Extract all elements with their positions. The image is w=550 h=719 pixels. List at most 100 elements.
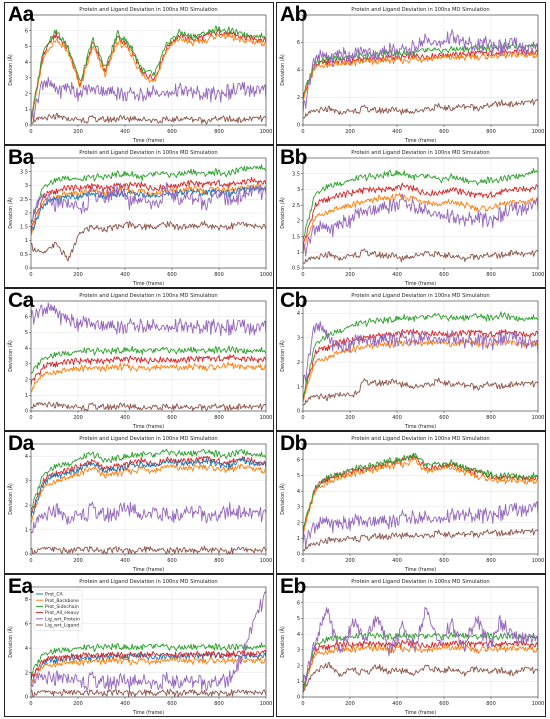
x-tick-label: 600 [439, 558, 449, 564]
series-line-4 [303, 377, 538, 406]
axes-frame [30, 300, 267, 412]
series-line-prot-ca [31, 651, 266, 682]
series-line-2 [303, 631, 538, 690]
y-tick-label: 0 [25, 266, 28, 272]
y-tick-label: 1 [297, 250, 300, 256]
series-line-1 [303, 52, 538, 101]
x-tick-label: 800 [214, 129, 224, 135]
x-tick-label: 0 [29, 558, 32, 564]
x-tick-label: 200 [345, 558, 355, 564]
x-tick-label: 800 [214, 415, 224, 421]
x-tick-label: 600 [439, 272, 449, 278]
y-tick-label: 7 [25, 299, 28, 305]
series-line-1 [303, 644, 538, 693]
series-line-2 [303, 311, 538, 400]
series-line-3 [303, 501, 538, 548]
legend-entry: Lig_wrt_Ligand [45, 623, 79, 629]
panel-Db: Protein and Ligand Deviation in 100ns MD… [276, 431, 546, 574]
x-axis-label: Time (frame) [132, 138, 164, 144]
series-group [303, 167, 538, 264]
legend-entry: Lig_wrt_Protein [45, 616, 80, 622]
y-tick-label: 6 [297, 600, 300, 606]
x-tick-label: 200 [73, 272, 83, 278]
chart-title: Protein and Ligand Deviation in 100ns MD… [351, 293, 489, 299]
series-line-2 [31, 345, 266, 374]
series-line-1 [31, 361, 266, 393]
axes-frame [30, 586, 267, 698]
y-tick-label: 3 [297, 187, 300, 193]
panel-label: Ab [280, 3, 308, 26]
series-group [303, 452, 538, 552]
x-tick-label: 0 [301, 272, 304, 278]
y-tick-label: 1 [297, 384, 300, 390]
y-tick-label: 1 [25, 238, 28, 244]
panel-label: Ca [8, 289, 34, 312]
x-tick-label: 600 [439, 701, 449, 707]
legend: Prot_CAProt_BackboneProt_SidechainProt_A… [33, 589, 83, 631]
chart-title: Protein and Ligand Deviation in 100ns MD… [351, 7, 489, 13]
x-axis-label: Time (frame) [132, 710, 164, 716]
y-tick-label: 0 [297, 552, 300, 558]
chart-title: Protein and Ligand Deviation in 100ns MD… [351, 579, 489, 585]
series-line-2 [303, 452, 538, 530]
x-tick-label: 200 [345, 129, 355, 135]
y-tick-label: 1 [297, 679, 300, 685]
plot-area [31, 444, 266, 554]
y-tick-label: 7 [25, 13, 28, 19]
x-tick-label: 800 [486, 272, 496, 278]
series-line-4 [31, 501, 266, 534]
y-tick-label: 2 [25, 377, 28, 383]
x-tick-label: 1000 [260, 129, 273, 135]
y-tick-label: 8 [25, 597, 28, 603]
y-tick-label: 2.5 [20, 197, 28, 203]
panel-Cb: Protein and Ligand Deviation in 100ns MD… [276, 288, 546, 431]
chart-Bb: Protein and Ligand Deviation in 100ns MD… [279, 150, 545, 287]
chart-title: Protein and Ligand Deviation in 100ns MD… [79, 579, 217, 585]
x-tick-label: 800 [486, 415, 496, 421]
y-tick-label: 4 [25, 60, 28, 66]
y-axis-label: Deviation (Å) [279, 626, 286, 658]
x-tick-label: 0 [29, 701, 32, 707]
y-tick-label: 5 [297, 616, 300, 622]
x-tick-label: 200 [345, 701, 355, 707]
y-axis-label: Deviation (Å) [7, 197, 14, 229]
y-tick-label: 2 [25, 211, 28, 217]
y-tick-label: 4 [25, 454, 28, 460]
chart-title: Protein and Ligand Deviation in 100ns MD… [79, 293, 217, 299]
chart-title: Protein and Ligand Deviation in 100ns MD… [79, 436, 217, 442]
series-line-4 [303, 248, 538, 264]
x-tick-label: 400 [392, 701, 402, 707]
x-tick-label: 0 [301, 701, 304, 707]
y-tick-label: 4 [297, 68, 300, 74]
x-tick-label: 0 [301, 558, 304, 564]
y-tick-label: 6 [297, 40, 300, 46]
y-tick-label: 0 [25, 409, 28, 415]
panel-Ea: Protein and Ligand Deviation in 100ns MD… [4, 574, 274, 717]
panel-Ab: Protein and Ligand Deviation in 100ns MD… [276, 2, 546, 145]
series-line-4 [31, 112, 266, 125]
x-axis-label: Time (frame) [404, 424, 436, 430]
y-tick-label: 5 [25, 44, 28, 50]
y-axis-label: Deviation (Å) [279, 483, 286, 515]
series-line-3 [31, 302, 266, 337]
series-line-3 [31, 457, 266, 519]
y-tick-label: 6 [25, 621, 28, 627]
x-tick-label: 400 [120, 129, 130, 135]
x-tick-label: 600 [167, 129, 177, 135]
y-axis-label: Deviation (Å) [279, 197, 286, 229]
panel-Aa: Protein and Ligand Deviation in 100ns MD… [4, 2, 274, 145]
x-tick-label: 600 [167, 558, 177, 564]
series-group [31, 448, 266, 554]
series-line-4 [303, 528, 538, 552]
x-tick-label: 800 [486, 558, 496, 564]
y-tick-label: 4 [297, 632, 300, 638]
y-tick-label: 6 [297, 457, 300, 463]
x-tick-label: 0 [29, 129, 32, 135]
y-tick-label: 6 [25, 28, 28, 34]
y-tick-label: 4 [297, 311, 300, 317]
series-line-3 [303, 320, 538, 389]
x-tick-label: 1000 [532, 272, 545, 278]
y-tick-label: 0 [25, 695, 28, 701]
axes-frame [30, 14, 267, 126]
